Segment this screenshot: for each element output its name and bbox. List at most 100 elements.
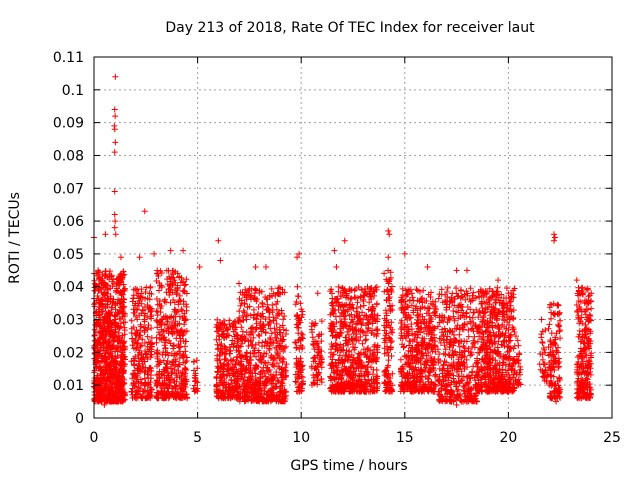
data-point (128, 317, 135, 324)
data-point (280, 316, 287, 323)
data-point (456, 331, 463, 338)
data-point (114, 384, 121, 391)
data-point (374, 312, 381, 319)
data-point (170, 342, 177, 349)
data-point (169, 390, 176, 397)
data-point (161, 298, 168, 305)
data-point (116, 379, 123, 386)
data-point (148, 386, 155, 393)
data-point (97, 344, 104, 351)
data-point (171, 350, 178, 357)
data-point (120, 370, 127, 377)
data-point (171, 329, 178, 336)
data-point (141, 318, 148, 325)
data-point (162, 345, 169, 352)
data-point (139, 307, 146, 314)
data-point (218, 341, 225, 348)
data-point (105, 339, 112, 346)
data-point (183, 376, 190, 383)
data-point (220, 371, 227, 378)
data-point (359, 340, 366, 347)
data-point (174, 308, 181, 315)
data-point (137, 393, 144, 400)
data-point (173, 328, 180, 335)
data-point (218, 365, 225, 372)
data-point (99, 358, 106, 365)
data-point (97, 396, 104, 403)
data-point (183, 307, 190, 314)
data-point (374, 380, 381, 387)
data-point (95, 276, 102, 283)
data-point (140, 364, 147, 371)
data-point (357, 303, 364, 310)
data-point (153, 334, 160, 341)
data-point (171, 277, 178, 284)
data-point (163, 289, 170, 296)
data-point (101, 280, 108, 287)
data-point (120, 351, 127, 358)
data-point (181, 343, 188, 350)
data-point (181, 282, 188, 289)
data-point (283, 361, 290, 368)
data-point (98, 289, 105, 296)
data-point (217, 320, 224, 327)
data-point (557, 327, 564, 334)
data-point (107, 326, 114, 333)
data-point (224, 361, 231, 368)
data-point (182, 372, 189, 379)
data-point (142, 325, 149, 332)
data-point (294, 283, 301, 290)
data-point (468, 368, 475, 375)
data-point (134, 300, 141, 307)
data-point (453, 325, 460, 332)
data-point (111, 358, 118, 365)
data-point (234, 342, 241, 349)
data-point (459, 377, 466, 384)
data-point (171, 378, 178, 385)
data-point (111, 332, 118, 339)
data-point (545, 325, 552, 332)
data-point (554, 301, 561, 308)
data-point (360, 302, 367, 309)
data-point (170, 296, 177, 303)
data-point (214, 341, 221, 348)
data-point (116, 369, 123, 376)
data-point (102, 268, 109, 275)
data-point (94, 388, 101, 395)
data-point (92, 300, 99, 307)
data-point (177, 344, 184, 351)
data-point (517, 366, 524, 373)
data-point (176, 274, 183, 281)
data-point (94, 322, 101, 329)
data-point (318, 376, 325, 383)
data-point (167, 340, 174, 347)
data-point (115, 333, 122, 340)
data-point (107, 333, 114, 340)
data-point (110, 342, 117, 349)
data-point (133, 340, 140, 347)
data-point (111, 389, 118, 396)
data-point (171, 306, 178, 313)
data-point (145, 321, 152, 328)
data-point (221, 350, 228, 357)
data-point (329, 295, 336, 302)
data-point (95, 287, 102, 294)
data-point (400, 344, 407, 351)
data-point (231, 377, 238, 384)
data-point (107, 360, 114, 367)
data-point (114, 300, 121, 307)
data-point (159, 380, 166, 387)
data-point (217, 360, 224, 367)
data-point (110, 388, 117, 395)
data-point (440, 362, 447, 369)
data-point (180, 287, 187, 294)
data-point (182, 316, 189, 323)
data-point (164, 314, 171, 321)
data-point (120, 281, 127, 288)
data-point (233, 332, 240, 339)
data-point (182, 338, 189, 345)
data-point (179, 352, 186, 359)
data-point (110, 276, 117, 283)
data-point (227, 365, 234, 372)
data-point (94, 292, 101, 299)
